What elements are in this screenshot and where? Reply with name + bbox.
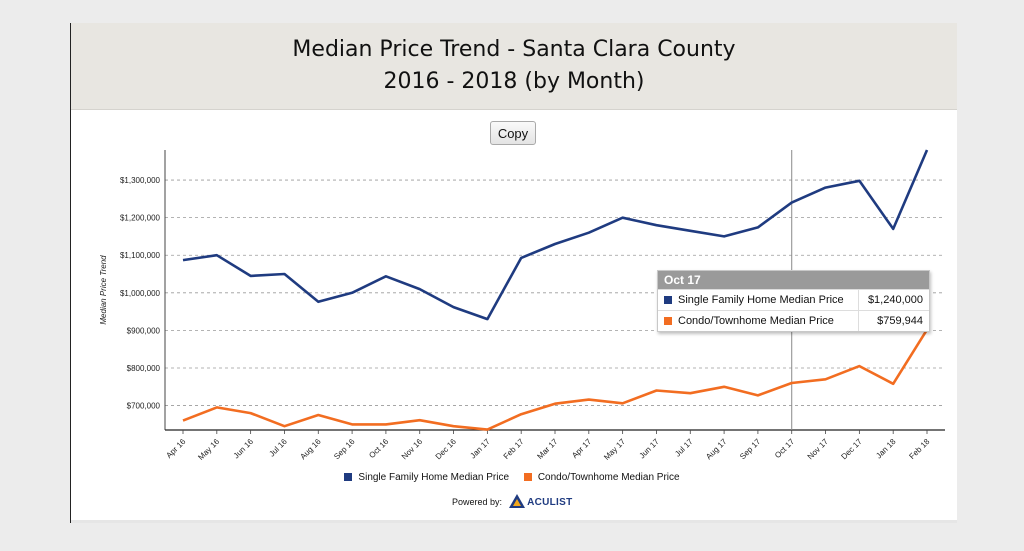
x-tick-label: Jan 18 — [874, 437, 898, 461]
x-tick-label: Nov 16 — [400, 437, 425, 462]
x-tick-label: Apr 16 — [164, 437, 187, 460]
y-tick-label: $1,100,000 — [120, 251, 161, 260]
y-tick-label: $1,200,000 — [120, 214, 161, 223]
legend-swatch — [523, 473, 532, 481]
tooltip-swatch-single-family — [664, 296, 672, 304]
x-tick-label: Dec 16 — [434, 437, 459, 462]
tooltip-title: Oct 17 — [658, 271, 929, 289]
y-tick-label: $1,000,000 — [120, 289, 161, 298]
panel-bottom-border — [71, 520, 957, 523]
tooltip-series-value: $759,944 — [877, 315, 923, 327]
legend-label: Single Family Home Median Price — [358, 472, 510, 483]
x-tick-label: May 17 — [602, 437, 627, 462]
chart-header: Median Price Trend - Santa Clara County … — [71, 23, 957, 110]
y-axis-title: Median Price Trend — [99, 255, 108, 325]
legend-item-condo[interactable]: Condo/Townhome Median Price — [523, 472, 680, 483]
tooltip-row-condo: Condo/Townhome Median Price $759,944 — [658, 310, 929, 331]
y-tick-label: $1,300,000 — [120, 176, 161, 185]
aculist-logo-icon — [508, 494, 525, 508]
legend-item-single-family[interactable]: Single Family Home Median Price — [344, 472, 509, 483]
y-tick-label: $800,000 — [127, 364, 161, 373]
chart-legend: Single Family Home Median Price Condo/To… — [0, 472, 1024, 483]
tooltip-series-value: $1,240,000 — [867, 294, 923, 306]
x-tick-label: Jun 16 — [232, 437, 256, 461]
x-tick-label: Jul 17 — [673, 437, 695, 459]
x-tick-label: Jul 16 — [267, 437, 289, 459]
x-tick-label: Apr 17 — [570, 437, 593, 460]
tooltip-row-single-family: Single Family Home Median Price $1,240,0… — [658, 289, 929, 310]
powered-by: Powered by: ACULIST — [452, 494, 573, 508]
x-tick-label: Oct 16 — [367, 437, 390, 460]
tooltip-divider — [858, 311, 859, 331]
tooltip-series-name: Single Family Home Median Price — [678, 294, 844, 306]
x-tick-label: Jun 17 — [638, 437, 662, 461]
x-tick-label: May 16 — [196, 437, 221, 462]
chart-tooltip: Oct 17 Single Family Home Median Price $… — [657, 270, 930, 332]
tooltip-divider — [858, 290, 859, 310]
legend-label: Condo/Townhome Median Price — [537, 472, 680, 483]
tooltip-swatch-condo — [664, 317, 672, 325]
tooltip-series-name: Condo/Townhome Median Price — [678, 315, 834, 327]
x-tick-label: Sep 17 — [738, 437, 763, 462]
x-tick-label: Dec 17 — [839, 437, 864, 462]
series-line-condo — [182, 329, 929, 431]
aculist-brand[interactable]: ACULIST — [527, 497, 573, 508]
x-tick-label: Nov 17 — [806, 437, 831, 462]
x-tick-label: Mar 17 — [535, 437, 559, 461]
x-tick-label: Oct 17 — [773, 437, 796, 460]
x-tick-label: Aug 16 — [298, 437, 323, 462]
powered-by-label: Powered by: — [452, 497, 503, 507]
x-tick-label: Sep 16 — [332, 437, 357, 462]
y-tick-label: $900,000 — [127, 326, 161, 335]
x-tick-label: Aug 17 — [704, 437, 729, 462]
x-tick-label: Feb 18 — [907, 437, 931, 461]
series-line-single-family — [182, 149, 929, 321]
copy-button[interactable]: Copy — [490, 121, 536, 145]
panel-left-border — [70, 23, 71, 523]
chart-title: Median Price Trend - Santa Clara County — [292, 37, 736, 62]
chart-subtitle: 2016 - 2018 (by Month) — [383, 69, 645, 94]
legend-swatch — [344, 473, 353, 481]
x-tick-label: Feb 17 — [502, 437, 526, 461]
y-tick-label: $700,000 — [127, 402, 161, 411]
x-tick-label: Jan 17 — [468, 437, 492, 461]
